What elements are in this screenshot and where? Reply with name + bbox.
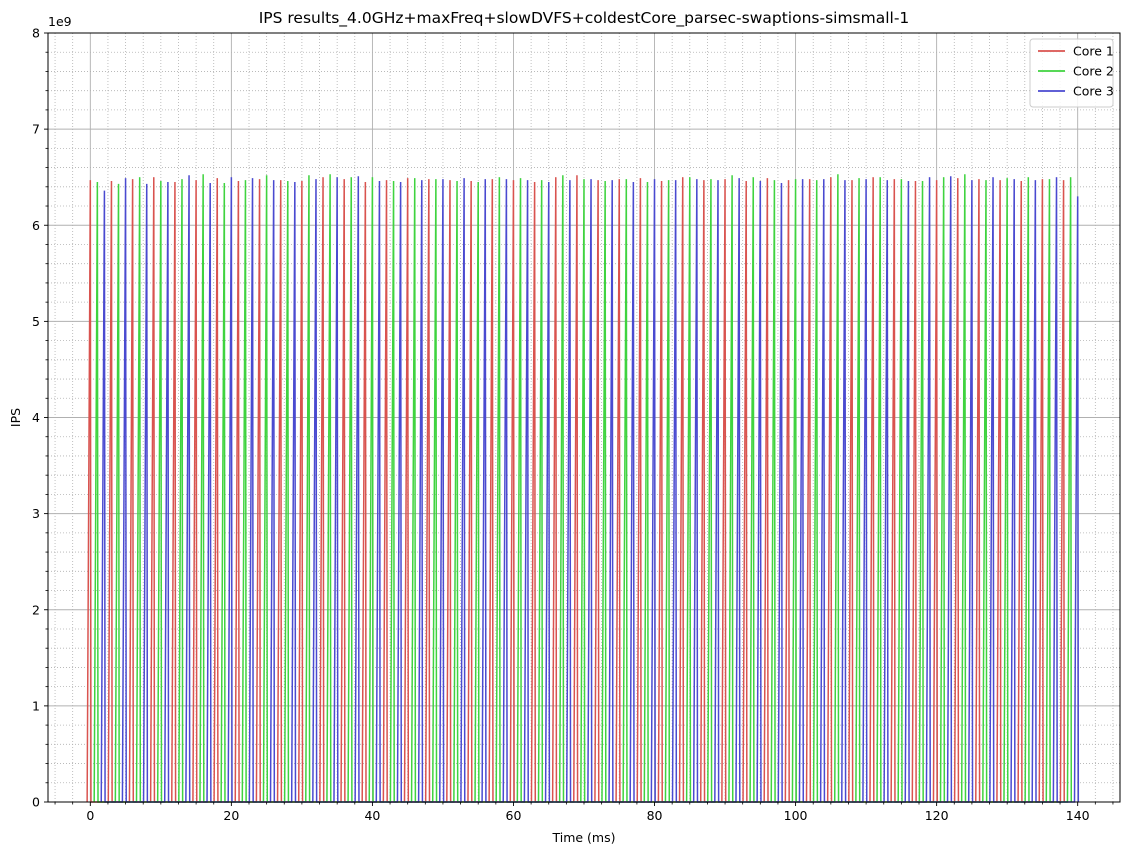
y-axis-label: IPS [8, 408, 23, 427]
legend: Core 1 Core 2 Core 3 [1029, 38, 1114, 108]
legend-label: Core 1 [1073, 44, 1114, 59]
y-axis-offset-label: 1e9 [48, 14, 72, 29]
y-tick-label: 8 [32, 26, 40, 41]
x-tick-label: 100 [784, 808, 808, 823]
x-tick-label: 80 [647, 808, 663, 823]
y-tick-label: 2 [32, 602, 40, 617]
y-tick-label: 0 [32, 795, 40, 810]
y-tick-label: 4 [32, 410, 40, 425]
y-tick-label: 1 [32, 698, 40, 713]
x-axis-label: Time (ms) [551, 830, 615, 845]
y-tick-label: 7 [32, 122, 40, 137]
x-tick-label: 20 [223, 808, 239, 823]
legend-label: Core 3 [1073, 84, 1114, 99]
x-tick-label: 120 [925, 808, 949, 823]
legend-box [1029, 38, 1114, 108]
chart-title: IPS results_4.0GHz+maxFreq+slowDVFS+cold… [259, 9, 910, 28]
y-tick-label: 5 [32, 314, 40, 329]
x-tick-label: 0 [86, 808, 94, 823]
y-tick-label: 3 [32, 506, 40, 521]
axis-ticks: 0 20 40 60 80 100 120 140 0 1 2 3 4 5 6 7 8 [32, 26, 1114, 823]
x-tick-label: 140 [1066, 808, 1090, 823]
y-tick-label: 6 [32, 218, 40, 233]
legend-label: Core 2 [1073, 64, 1114, 79]
x-tick-label: 40 [364, 808, 380, 823]
x-tick-label: 60 [506, 808, 522, 823]
